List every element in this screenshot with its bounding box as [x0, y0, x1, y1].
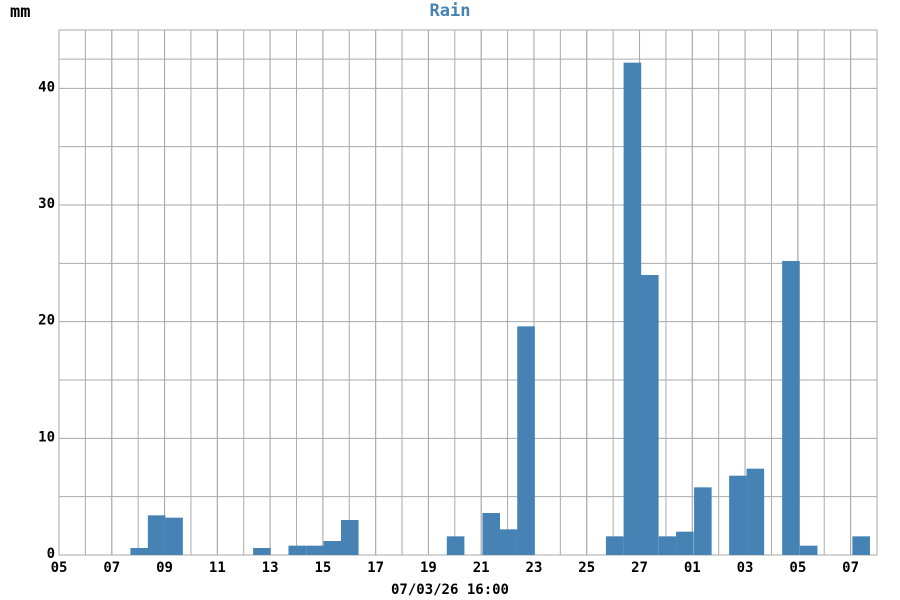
chart-title: Rain	[430, 1, 471, 21]
x-tick-label: 25	[578, 560, 595, 576]
x-tick-label: 27	[631, 560, 648, 576]
x-tick-label: 21	[473, 560, 490, 576]
plot-area	[58, 29, 878, 556]
y-tick-label: 40	[38, 79, 55, 95]
bar	[482, 513, 501, 555]
bar	[605, 536, 624, 555]
x-tick-label: 05	[51, 560, 68, 576]
y-tick-label: 0	[47, 546, 55, 562]
bar	[147, 515, 166, 555]
x-tick-label: 07	[842, 560, 859, 576]
bar	[306, 545, 324, 555]
y-tick-label: 10	[38, 429, 55, 445]
x-tick-label: 09	[156, 560, 173, 576]
x-tick-label: 15	[314, 560, 331, 576]
bar	[288, 545, 307, 555]
x-tick-label: 23	[526, 560, 543, 576]
y-tick-label: 20	[38, 313, 55, 329]
bar	[517, 326, 535, 555]
x-tick-label: 01	[684, 560, 701, 576]
x-tick-label: 11	[209, 560, 226, 576]
bar	[323, 541, 342, 555]
bar	[852, 536, 870, 555]
bar	[799, 545, 818, 555]
bar	[782, 261, 800, 555]
bar	[658, 536, 677, 555]
bar	[729, 475, 747, 555]
bar	[340, 520, 359, 555]
y-axis-label: mm	[10, 2, 30, 22]
bar	[165, 517, 183, 555]
bar	[499, 529, 518, 555]
bar	[446, 536, 465, 555]
x-axis-label: 07/03/26 16:00	[391, 582, 509, 598]
x-tick-label: 13	[262, 560, 279, 576]
bar	[130, 548, 149, 555]
x-tick-label: 03	[737, 560, 754, 576]
x-tick-label: 19	[420, 560, 437, 576]
x-tick-label: 05	[789, 560, 806, 576]
bar	[746, 468, 765, 555]
y-tick-label: 30	[38, 196, 55, 212]
bar	[641, 275, 659, 555]
bar	[694, 487, 712, 555]
bar	[623, 62, 642, 556]
x-tick-label: 07	[103, 560, 120, 576]
x-tick-label: 17	[367, 560, 384, 576]
bar	[676, 531, 694, 555]
bar	[253, 548, 271, 555]
